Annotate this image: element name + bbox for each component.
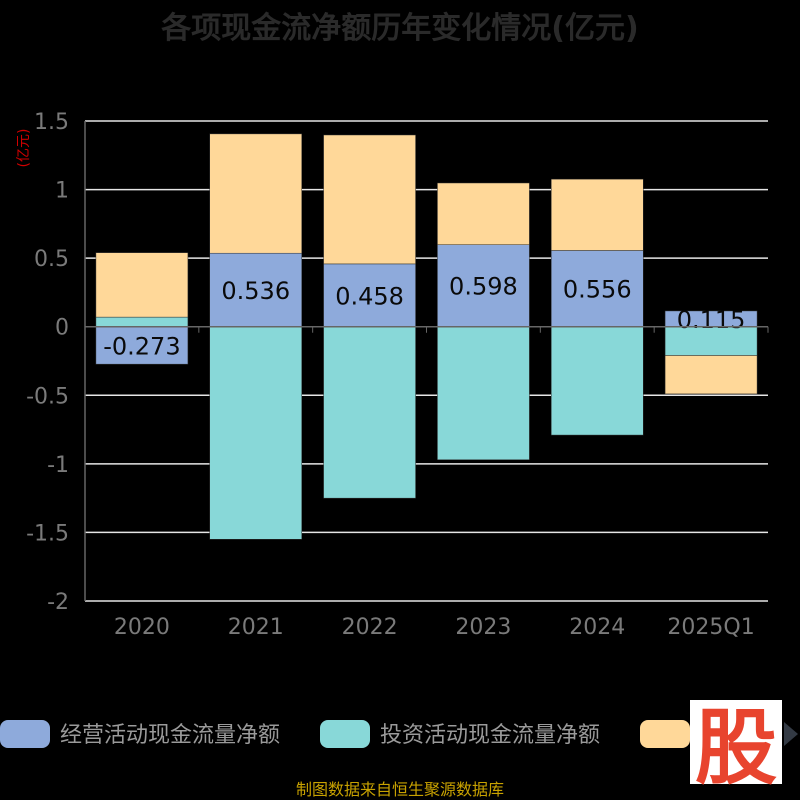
legend-swatch-series-2[interactable] [320, 720, 370, 748]
footer-source: 制图数据来自恒生聚源数据库 [296, 780, 504, 799]
watermark-logo: 股 [690, 700, 798, 796]
x-tick-label: 2025Q1 [667, 615, 754, 640]
x-tick-label: 2020 [114, 615, 170, 640]
bar-segment-series-3 [209, 133, 302, 254]
chart-title: 各项现金流净额历年变化情况(亿元) [160, 11, 638, 46]
y-tick-label: -1.5 [26, 521, 69, 546]
bar-value-label: 0.598 [449, 273, 518, 301]
bar-segment-series-1 [323, 263, 416, 327]
y-axis-unit: (亿元) [16, 129, 32, 168]
bar-value-label: 0.458 [335, 282, 404, 310]
bar-segment-series-2 [551, 326, 644, 436]
y-tick-label: -2 [47, 590, 69, 615]
legend-next-arrow-icon[interactable] [784, 722, 798, 746]
y-tick-label: 1.5 [34, 110, 69, 135]
bar-segment-series-1 [95, 326, 189, 365]
bar-segment-series-2 [209, 326, 302, 540]
bar-segment-series-2 [95, 316, 189, 327]
bar-segment-series-3 [664, 355, 758, 395]
bar-value-label: 0.115 [677, 306, 746, 334]
legend-label-series-2[interactable]: 投资活动现金流量净额 [380, 723, 600, 748]
bar-segment-series-1 [551, 250, 644, 327]
bar-segment-series-3 [95, 252, 189, 318]
y-tick-label: 0.5 [34, 247, 69, 272]
bars [95, 133, 758, 540]
x-tick-label: 2022 [342, 615, 398, 640]
x-tick-label: 2023 [455, 615, 511, 640]
bar-segment-series-3 [551, 178, 644, 251]
legend[interactable]: 经营活动现金流量净额 投资活动现金流量净额 [0, 720, 690, 748]
legend-swatch-series-3[interactable] [640, 720, 690, 748]
axes: 1.5 1 0.5 0 -0.5 -1 -1.5 -2 2020 2021 2022 2023 2024… [26, 110, 769, 640]
x-tick-label: 2021 [228, 615, 284, 640]
x-tick-label: 2024 [569, 615, 625, 640]
bar-segment-series-3 [323, 134, 416, 265]
y-tick-label: -1 [47, 453, 69, 478]
y-tick-label: 0 [55, 316, 69, 341]
bar-segment-series-1 [437, 244, 530, 327]
legend-swatch-series-1[interactable] [0, 720, 50, 748]
bar-segment-series-2 [323, 326, 416, 499]
bar-labels: -0.273 0.536 0.458 0.598 0.556 0.115 [103, 273, 745, 361]
bar-value-label: -0.273 [103, 332, 180, 360]
bar-value-label: 0.556 [563, 276, 632, 304]
bar-value-label: 0.536 [221, 277, 290, 305]
bar-segment-series-3 [437, 182, 530, 245]
bar-segment-series-2 [437, 326, 530, 460]
y-tick-label: 1 [55, 179, 69, 204]
legend-label-series-1[interactable]: 经营活动现金流量净额 [60, 723, 280, 748]
bar-segment-series-1 [209, 252, 302, 327]
y-tick-label: -0.5 [26, 384, 69, 409]
watermark-glyph: 股 [695, 701, 777, 796]
